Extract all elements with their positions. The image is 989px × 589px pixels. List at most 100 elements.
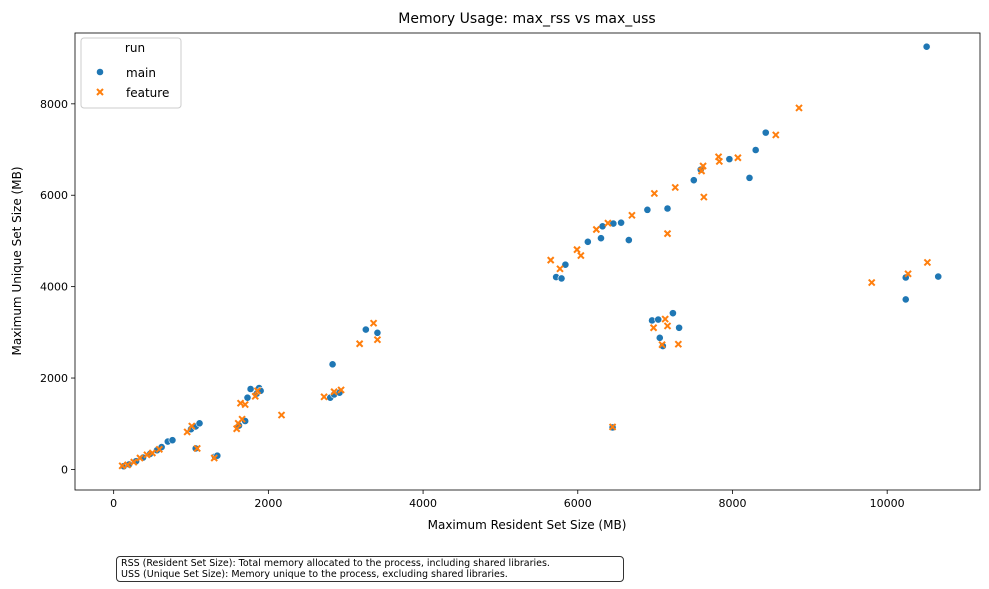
- legend-title: run: [125, 41, 145, 55]
- point-main: [597, 234, 605, 243]
- data-points: [118, 42, 943, 471]
- point-feature: [188, 422, 196, 430]
- point-main: [373, 328, 382, 337]
- legend-main-label: main: [126, 66, 156, 80]
- x-tick-label: 10000: [870, 497, 905, 510]
- y-axis: 0 2000 4000 6000 8000: [40, 98, 75, 476]
- y-tick-label: 0: [61, 463, 68, 476]
- point-main: [934, 272, 943, 281]
- x-tick-label: 4000: [409, 497, 437, 510]
- point-feature: [193, 444, 201, 453]
- point-feature: [241, 400, 249, 409]
- point-feature: [592, 225, 601, 234]
- point-feature: [143, 451, 151, 459]
- point-feature: [277, 411, 286, 419]
- point-feature: [232, 425, 241, 433]
- point-feature: [715, 157, 724, 166]
- point-feature: [674, 340, 683, 348]
- point-feature: [118, 462, 126, 470]
- point-feature: [330, 388, 338, 396]
- y-axis-label: Maximum Unique Set Size (MB): [10, 167, 24, 356]
- point-main: [168, 436, 177, 445]
- legend-main-marker: [96, 68, 104, 76]
- point-feature: [236, 399, 245, 407]
- x-axis: 0 2000 4000 6000 8000 10000: [110, 490, 905, 510]
- point-feature: [148, 449, 157, 457]
- legend: run main feature: [80, 37, 182, 109]
- point-feature: [123, 461, 132, 469]
- point-feature: [923, 258, 932, 267]
- point-feature: [556, 265, 564, 273]
- point-feature: [136, 454, 144, 462]
- point-main: [901, 295, 910, 304]
- point-main: [761, 128, 770, 137]
- point-feature: [772, 131, 780, 139]
- footnote-box: RSS (Resident Set Size): Total memory al…: [116, 556, 624, 582]
- point-feature: [355, 340, 364, 348]
- point-main: [617, 218, 625, 227]
- point-main: [663, 204, 672, 213]
- x-tick-label: 2000: [254, 497, 282, 510]
- point-main: [745, 173, 754, 182]
- y-tick-label: 4000: [40, 281, 68, 294]
- point-feature: [210, 454, 218, 462]
- point-feature: [663, 322, 672, 330]
- point-main: [654, 315, 663, 324]
- footnote-uss: USS (Unique Set Size): Memory unique to …: [121, 569, 508, 580]
- point-feature: [604, 219, 612, 227]
- point-feature: [183, 428, 191, 436]
- point-feature: [573, 245, 581, 254]
- point-feature: [868, 278, 876, 287]
- point-main: [689, 176, 698, 185]
- point-feature: [608, 423, 617, 431]
- chart-title: Memory Usage: max_rss vs max_uss: [398, 11, 655, 27]
- point-main: [361, 325, 370, 334]
- x-axis-label: Maximum Resident Set Size (MB): [428, 518, 627, 532]
- point-main: [557, 274, 566, 283]
- point-feature: [373, 335, 382, 344]
- point-feature: [795, 104, 803, 112]
- point-main: [669, 309, 677, 318]
- point-main: [246, 385, 255, 393]
- point-main: [195, 419, 204, 428]
- point-feature: [369, 319, 378, 327]
- x-tick-label: 8000: [718, 497, 746, 510]
- legend-feature-label: feature: [126, 86, 169, 100]
- y-tick-label: 6000: [40, 189, 68, 202]
- point-feature: [628, 211, 636, 220]
- point-feature: [320, 393, 328, 401]
- point-main: [643, 205, 652, 214]
- point-main: [191, 444, 200, 453]
- point-feature: [650, 189, 659, 198]
- x-tick-label: 0: [110, 497, 117, 510]
- point-main: [751, 146, 760, 154]
- point-main: [328, 360, 337, 369]
- point-main: [624, 236, 633, 244]
- point-main: [598, 222, 607, 231]
- point-main: [725, 155, 734, 164]
- point-feature: [734, 154, 742, 162]
- point-main: [675, 323, 684, 332]
- y-tick-label: 2000: [40, 372, 68, 385]
- point-feature: [658, 340, 666, 349]
- point-main: [922, 42, 931, 51]
- legend-box: [80, 37, 182, 109]
- point-feature: [663, 229, 672, 238]
- point-feature: [155, 445, 164, 454]
- point-main: [655, 333, 664, 342]
- footnote-rss: RSS (Resident Set Size): Total memory al…: [121, 558, 550, 569]
- point-feature: [577, 251, 585, 260]
- point-feature: [700, 193, 708, 201]
- point-feature: [251, 392, 259, 401]
- point-feature: [337, 386, 345, 394]
- point-feature: [661, 315, 669, 323]
- x-tick-label: 6000: [564, 497, 592, 510]
- point-feature: [253, 387, 262, 395]
- point-feature: [699, 162, 707, 170]
- point-feature: [130, 458, 138, 466]
- point-feature: [649, 324, 658, 332]
- point-feature: [904, 270, 912, 278]
- point-feature: [697, 167, 706, 175]
- point-main: [583, 237, 592, 246]
